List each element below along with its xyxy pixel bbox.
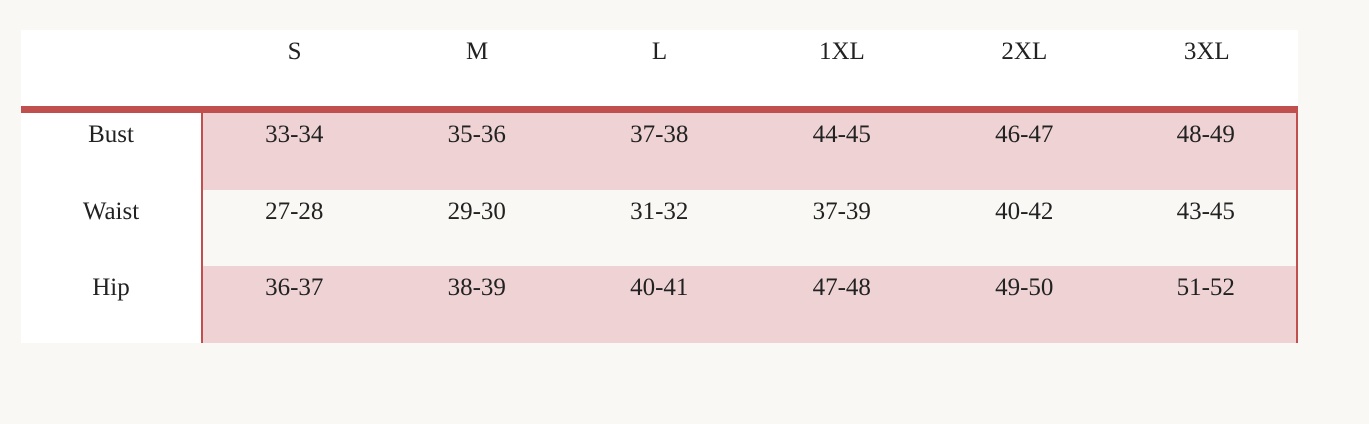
measurement-cell: 38-39 <box>385 266 568 343</box>
measurement-cell: 37-38 <box>568 113 751 190</box>
measurement-cell: 29-30 <box>385 189 568 266</box>
measurement-cell: 33-34 <box>203 113 386 190</box>
measurement-cell: 35-36 <box>385 113 568 190</box>
measurement-cell: 48-49 <box>1115 113 1298 190</box>
table-row: Hip 36-37 38-39 40-41 47-48 49-50 51-52 <box>21 266 1298 343</box>
measurement-cell: 40-42 <box>933 189 1116 266</box>
header-cell-s: S <box>287 38 302 65</box>
table-body: Bust 33-34 35-36 37-38 44-45 46-47 48-49 Waist 2… <box>21 113 1298 343</box>
measurement-cell: 37-39 <box>750 189 933 266</box>
header-divider <box>21 106 1298 113</box>
row-label: Waist <box>21 189 203 266</box>
measurement-cell: 51-52 <box>1115 266 1298 343</box>
measurement-cell: 43-45 <box>1115 189 1298 266</box>
measurement-cell: 27-28 <box>203 189 386 266</box>
measurement-cell: 40-41 <box>568 266 751 343</box>
header-cell-1xl: 1XL <box>818 38 865 65</box>
table-row: Waist 27-28 29-30 31-32 37-39 40-42 43-45 <box>21 189 1298 266</box>
size-chart-table: S M L 1XL 2XL 3XL Bust 33-34 35-36 37-38 44-… <box>21 30 1298 343</box>
measurement-cell: 44-45 <box>750 113 933 190</box>
header-cell-empty <box>21 30 203 106</box>
measurement-cell: 36-37 <box>203 266 386 343</box>
header-cell-3xl: 3XL <box>1183 38 1230 65</box>
row-label: Bust <box>21 113 203 190</box>
row-label: Hip <box>21 266 203 343</box>
header-row: S M L 1XL 2XL 3XL <box>21 30 1298 106</box>
header-cell-2xl: 2XL <box>1001 38 1048 65</box>
measurement-cell: 47-48 <box>750 266 933 343</box>
measurement-cell: 49-50 <box>933 266 1116 343</box>
header-cell-m: M <box>465 38 489 65</box>
measurement-cell: 46-47 <box>933 113 1116 190</box>
table-row: Bust 33-34 35-36 37-38 44-45 46-47 48-49 <box>21 113 1298 190</box>
measurement-cell: 31-32 <box>568 189 751 266</box>
header-cell-l: L <box>651 38 668 65</box>
